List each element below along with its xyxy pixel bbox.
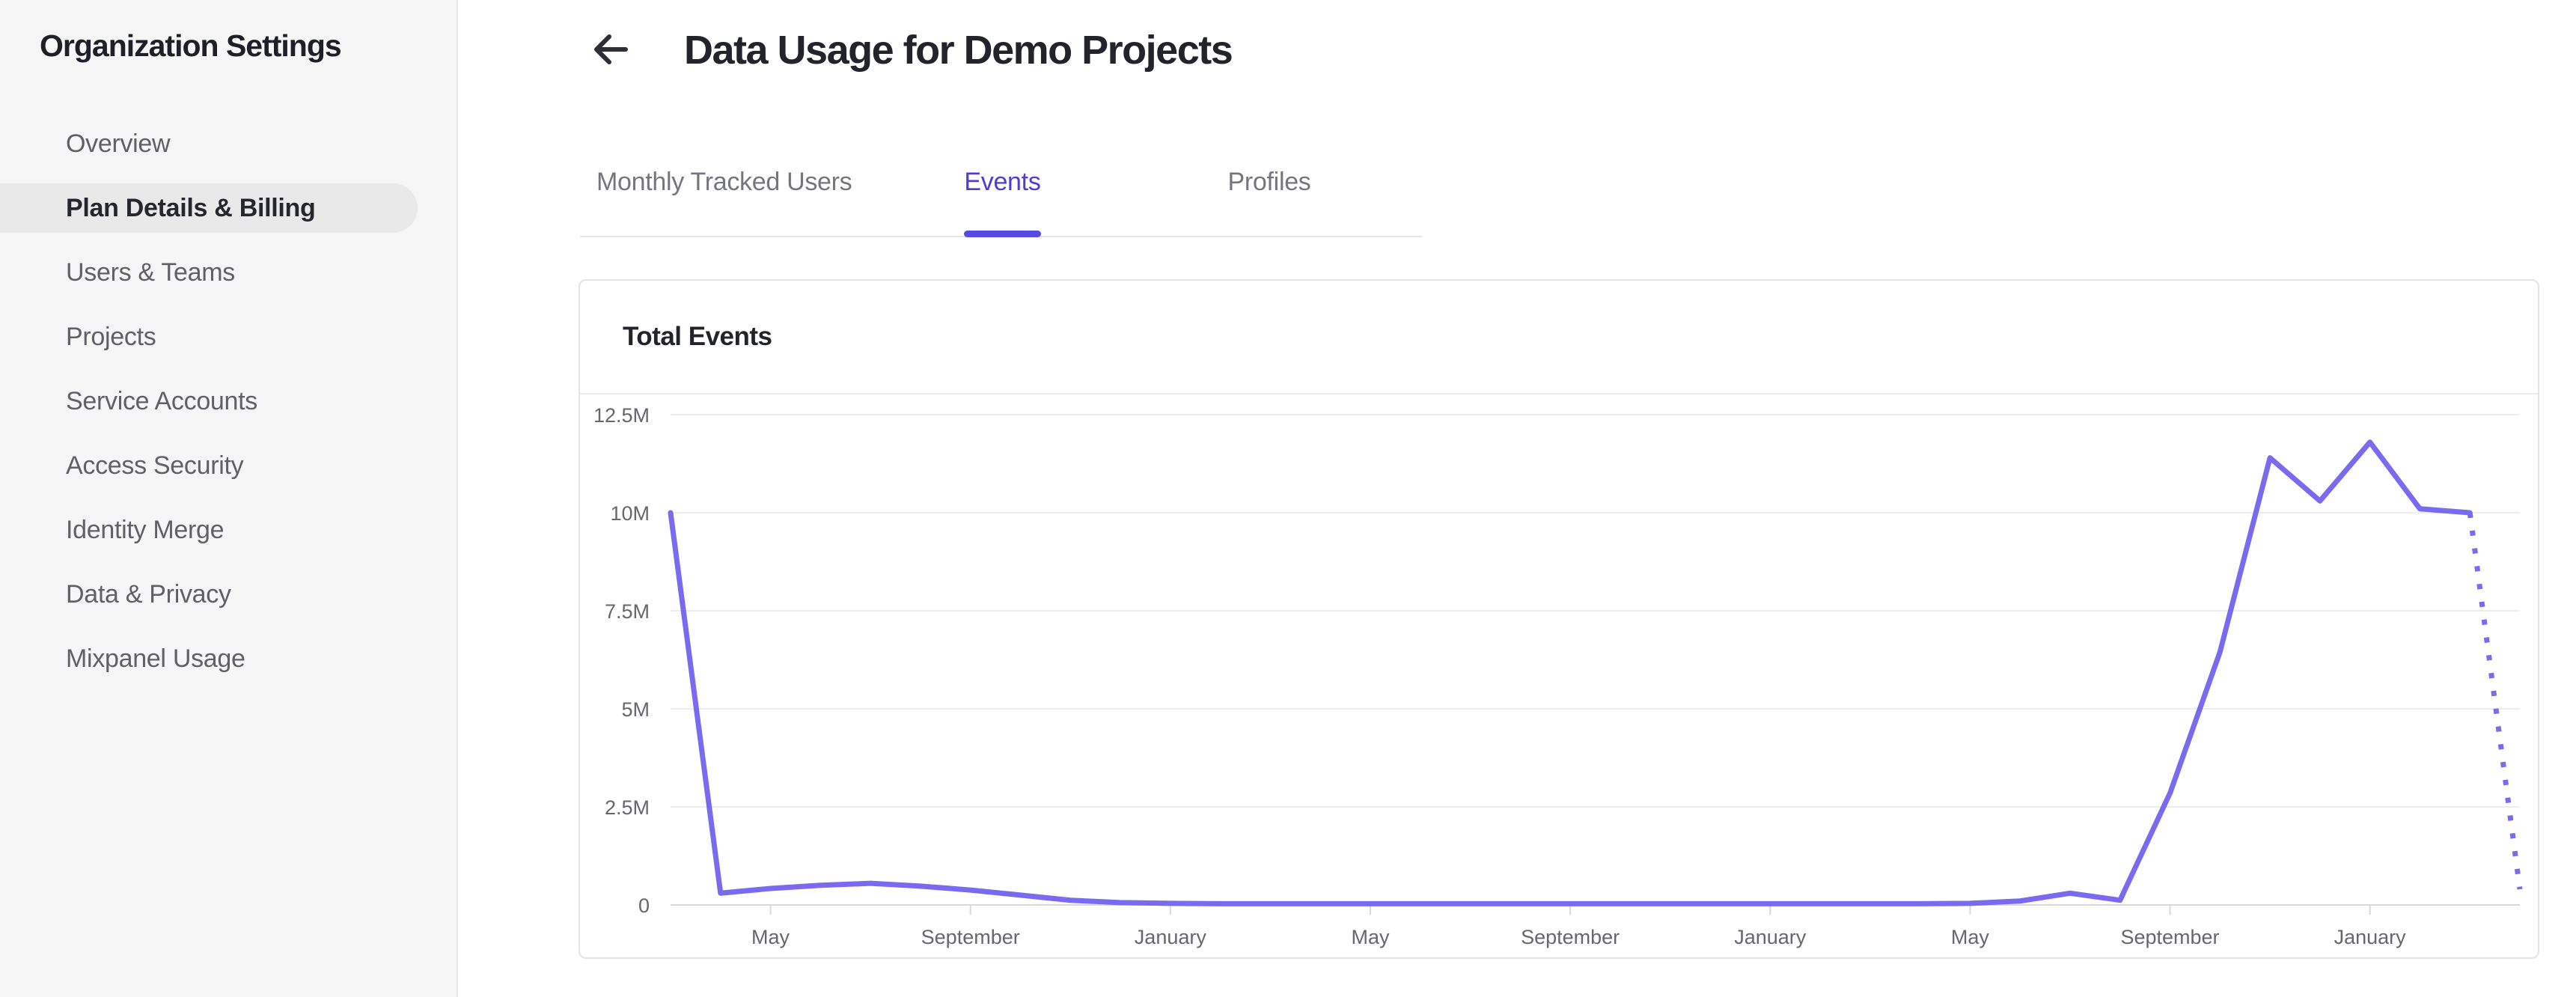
sidebar-item-data-privacy[interactable]: Data & Privacy bbox=[0, 570, 418, 619]
tab-events[interactable]: Events bbox=[964, 168, 1041, 237]
sidebar-item-label: Projects bbox=[66, 322, 156, 351]
svg-text:January: January bbox=[2334, 926, 2407, 948]
back-arrow-button[interactable] bbox=[591, 28, 629, 73]
sidebar-item-users-teams[interactable]: Users & Teams bbox=[0, 248, 418, 297]
page-title: Data Usage for Demo Projects bbox=[684, 28, 1233, 73]
svg-text:May: May bbox=[1951, 926, 1990, 948]
svg-text:September: September bbox=[2120, 926, 2219, 948]
sidebar-item-plan-details-billing[interactable]: Plan Details & Billing bbox=[0, 183, 418, 233]
x-axis-ticks bbox=[769, 905, 2371, 915]
svg-text:September: September bbox=[921, 926, 1020, 948]
sidebar-nav: Overview Plan Details & Billing Users & Te… bbox=[0, 119, 457, 698]
svg-text:0: 0 bbox=[638, 894, 650, 917]
gridlines bbox=[671, 414, 2520, 906]
sidebar-item-identity-merge[interactable]: Identity Merge bbox=[0, 505, 418, 555]
svg-text:January: January bbox=[1135, 926, 1207, 948]
series-line-solid bbox=[668, 439, 2473, 906]
sidebar-item-mixpanel-usage[interactable]: Mixpanel Usage bbox=[0, 634, 418, 683]
y-axis-labels: 0 2.5M 5M 7.5M 10M 12.5M bbox=[593, 404, 650, 917]
svg-text:10M: 10M bbox=[610, 502, 650, 525]
page-header: Data Usage for Demo Projects bbox=[591, 27, 1233, 73]
tabs-bar: Monthly Tracked Users Events Profiles bbox=[580, 168, 1422, 237]
tab-label: Monthly Tracked Users bbox=[596, 168, 852, 196]
card-header: Total Events bbox=[580, 281, 2538, 394]
svg-text:2.5M: 2.5M bbox=[605, 796, 650, 819]
svg-text:May: May bbox=[751, 926, 790, 948]
tab-label: Events bbox=[964, 168, 1041, 196]
left-arrow-icon bbox=[591, 30, 629, 71]
main-content: Data Usage for Demo Projects Monthly Tra… bbox=[458, 0, 2576, 997]
tab-profiles[interactable]: Profiles bbox=[1228, 168, 1311, 236]
sidebar-item-projects[interactable]: Projects bbox=[0, 312, 418, 362]
sidebar-item-overview[interactable]: Overview bbox=[0, 119, 418, 168]
tab-monthly-tracked-users[interactable]: Monthly Tracked Users bbox=[596, 168, 852, 236]
total-events-chart: 0 2.5M 5M 7.5M 10M 12.5M May September January Ma… bbox=[580, 394, 2538, 956]
series-line-dotted-projection bbox=[2467, 512, 2523, 890]
sidebar: Organization Settings Overview Plan Detai… bbox=[0, 0, 458, 997]
card-title: Total Events bbox=[623, 322, 772, 351]
total-events-card: Total Events 0 2.5M 5M 7.5M 10M 12.5M May Septe… bbox=[579, 279, 2539, 959]
sidebar-item-label: Plan Details & Billing bbox=[66, 193, 316, 222]
x-axis-labels: May September January May September January Ma… bbox=[751, 926, 2406, 948]
svg-text:5M: 5M bbox=[621, 698, 650, 721]
sidebar-item-label: Mixpanel Usage bbox=[66, 644, 245, 673]
sidebar-item-label: Access Security bbox=[66, 451, 244, 480]
sidebar-item-label: Users & Teams bbox=[66, 257, 235, 287]
sidebar-item-label: Data & Privacy bbox=[66, 579, 231, 609]
sidebar-item-label: Service Accounts bbox=[66, 386, 257, 415]
svg-text:7.5M: 7.5M bbox=[605, 600, 650, 623]
svg-text:January: January bbox=[1734, 926, 1807, 948]
sidebar-item-access-security[interactable]: Access Security bbox=[0, 441, 418, 490]
svg-text:May: May bbox=[1351, 926, 1390, 948]
sidebar-item-label: Overview bbox=[66, 129, 171, 158]
svg-text:September: September bbox=[1521, 926, 1620, 948]
tab-label: Profiles bbox=[1227, 168, 1311, 196]
sidebar-item-service-accounts[interactable]: Service Accounts bbox=[0, 376, 418, 426]
sidebar-title: Organization Settings bbox=[40, 28, 342, 63]
svg-text:12.5M: 12.5M bbox=[593, 404, 650, 427]
sidebar-item-label: Identity Merge bbox=[66, 515, 225, 544]
